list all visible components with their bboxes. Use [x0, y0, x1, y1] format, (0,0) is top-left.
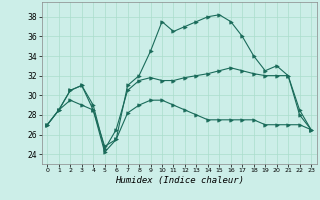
X-axis label: Humidex (Indice chaleur): Humidex (Indice chaleur) — [115, 176, 244, 185]
